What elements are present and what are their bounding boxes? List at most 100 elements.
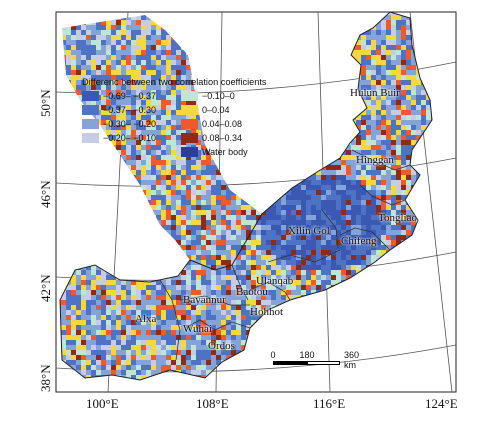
raster-cell <box>396 180 401 185</box>
raster-cell <box>276 285 281 290</box>
raster-cell <box>381 240 386 245</box>
raster-cell <box>416 125 421 130</box>
raster-cell <box>356 260 361 265</box>
raster-cell <box>76 325 81 330</box>
raster-cell <box>401 185 406 190</box>
raster-cell <box>221 305 226 310</box>
raster-cell <box>71 320 76 325</box>
raster-cell <box>166 120 171 125</box>
raster-cell <box>131 125 136 130</box>
raster-cell <box>131 95 136 100</box>
raster-cell <box>161 35 166 40</box>
raster-cell <box>246 210 251 215</box>
raster-cell <box>316 200 321 205</box>
raster-cell <box>171 75 176 80</box>
raster-cell <box>66 60 71 65</box>
raster-cell <box>176 160 181 165</box>
raster-cell <box>371 50 376 55</box>
raster-cell <box>256 265 261 270</box>
raster-cell <box>91 30 96 35</box>
raster-cell <box>246 265 251 270</box>
raster-cell <box>356 135 361 140</box>
raster-cell <box>261 300 266 305</box>
raster-cell <box>156 30 161 35</box>
raster-cell <box>96 320 101 325</box>
raster-cell <box>221 235 226 240</box>
raster-cell <box>391 100 396 105</box>
raster-cell <box>91 315 96 320</box>
raster-cell <box>221 200 226 205</box>
raster-cell <box>391 45 396 50</box>
raster-cell <box>301 265 306 270</box>
raster-cell <box>221 330 226 335</box>
raster-cell <box>211 250 216 255</box>
raster-cell <box>166 230 171 235</box>
raster-cell <box>131 290 136 295</box>
raster-cell <box>206 165 211 170</box>
raster-cell <box>81 30 86 35</box>
raster-cell <box>286 255 291 260</box>
raster-cell <box>186 310 191 315</box>
raster-cell <box>76 315 81 320</box>
raster-cell <box>161 60 166 65</box>
raster-cell <box>201 140 206 145</box>
raster-cell <box>166 285 171 290</box>
raster-cell <box>111 55 116 60</box>
raster-cell <box>81 50 86 55</box>
raster-cell <box>141 15 146 20</box>
raster-cell <box>356 55 361 60</box>
raster-cell <box>176 65 181 70</box>
raster-cell <box>306 290 311 295</box>
raster-cell <box>171 285 176 290</box>
raster-cell <box>246 250 251 255</box>
raster-cell <box>381 70 386 75</box>
raster-cell <box>211 310 216 315</box>
raster-cell <box>126 130 131 135</box>
raster-cell <box>141 45 146 50</box>
raster-cell <box>146 170 151 175</box>
raster-cell <box>166 115 171 120</box>
raster-cell <box>191 205 196 210</box>
raster-cell <box>216 240 221 245</box>
raster-cell <box>121 120 126 125</box>
raster-cell <box>386 125 391 130</box>
raster-cell <box>211 255 216 260</box>
raster-cell <box>356 165 361 170</box>
raster-cell <box>226 285 231 290</box>
raster-cell <box>291 270 296 275</box>
raster-cell <box>101 40 106 45</box>
raster-cell <box>61 30 66 35</box>
raster-cell <box>361 80 366 85</box>
raster-cell <box>211 210 216 215</box>
raster-cell <box>151 100 156 105</box>
raster-cell <box>141 135 146 140</box>
raster-cell <box>116 315 121 320</box>
raster-cell <box>371 195 376 200</box>
raster-cell <box>141 305 146 310</box>
raster-cell <box>161 300 166 305</box>
raster-cell <box>101 315 106 320</box>
raster-cell <box>161 155 166 160</box>
raster-cell <box>306 215 311 220</box>
raster-cell <box>226 330 231 335</box>
raster-cell <box>366 115 371 120</box>
raster-cell <box>241 220 246 225</box>
raster-cell <box>86 60 91 65</box>
raster-cell <box>196 330 201 335</box>
raster-cell <box>256 285 261 290</box>
raster-cell <box>116 320 121 325</box>
raster-cell <box>271 230 276 235</box>
raster-cell <box>401 65 406 70</box>
raster-cell <box>81 295 86 300</box>
raster-cell <box>381 155 386 160</box>
raster-cell <box>381 220 386 225</box>
raster-cell <box>71 75 76 80</box>
raster-cell <box>361 235 366 240</box>
raster-cell <box>266 255 271 260</box>
raster-cell <box>181 240 186 245</box>
raster-cell <box>266 300 271 305</box>
raster-cell <box>66 50 71 55</box>
raster-cell <box>196 315 201 320</box>
raster-cell <box>91 270 96 275</box>
raster-cell <box>196 190 201 195</box>
